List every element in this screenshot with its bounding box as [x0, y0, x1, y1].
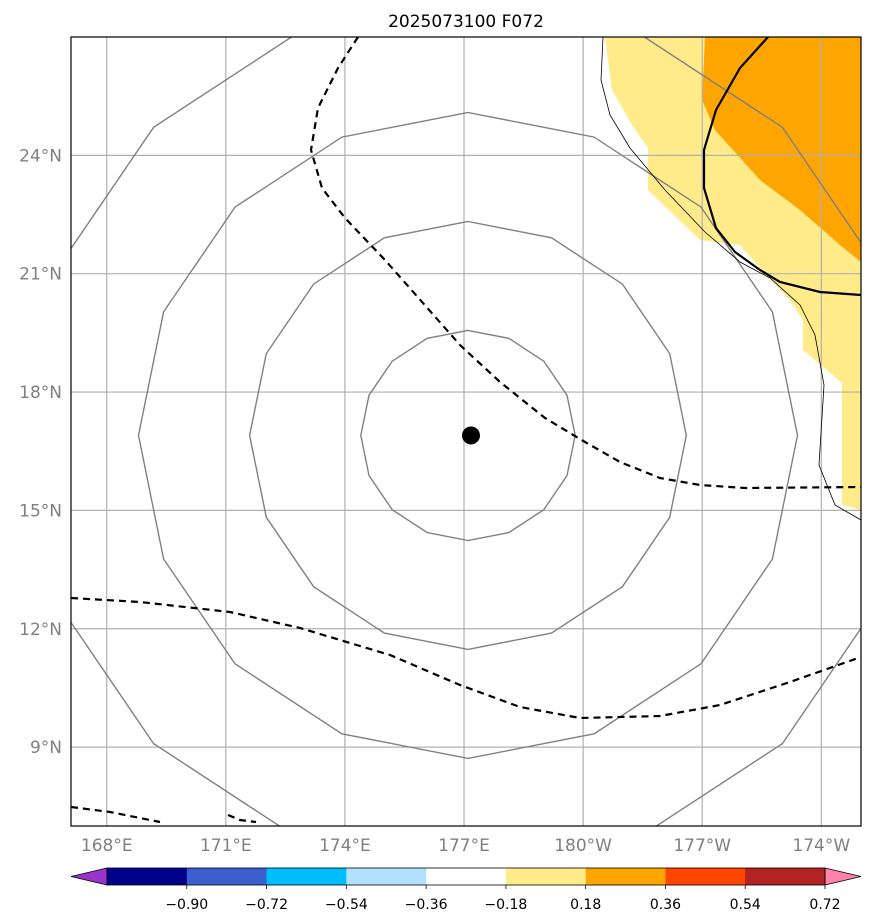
longitude-tick-label: 177°W — [673, 836, 731, 856]
range-ring — [360, 329, 576, 542]
storm-center-marker — [461, 426, 480, 445]
colorbar-segment — [107, 868, 188, 885]
colorbar-segment — [426, 868, 507, 885]
colorbar-segment — [745, 868, 826, 885]
longitude-tick-label: 168°E — [81, 836, 133, 856]
longitude-tick-label: 180°W — [554, 836, 612, 856]
longitude-tick-label: 171°E — [200, 836, 252, 856]
colorbar-segment — [266, 868, 347, 885]
latitude-tick-label: 21°N — [19, 265, 62, 285]
range-ring — [137, 111, 799, 760]
coastline-outline — [600, 37, 861, 521]
colorbar-segment — [665, 868, 746, 885]
colorbar-tick-label: −0.36 — [405, 897, 448, 913]
colorbar-extend-low — [70, 867, 108, 886]
range-rings — [71, 37, 861, 826]
map-title: 2025073100 F072 — [388, 12, 544, 32]
solid-contour — [702, 37, 861, 297]
colorbar-extend-high — [824, 867, 862, 886]
colorbar: −0.90 −0.72 −0.54 −0.36 −0.18 0.18 0.36 0.54 0.7… — [70, 867, 862, 913]
longitude-labels: 168°E 171°E 174°E 177°E 180°W 177°W 174°W — [81, 836, 850, 856]
dashed-contour-lower — [71, 596, 861, 720]
colorbar-tick-label: −0.72 — [245, 897, 288, 913]
dashed-contour-upper — [309, 37, 861, 490]
latitude-tick-label: 24°N — [19, 146, 62, 166]
colorbar-tick-label: −0.54 — [325, 897, 368, 913]
colorbar-tick-label: 0.54 — [730, 897, 761, 913]
colorbar-segment — [585, 868, 666, 885]
map-frame — [70, 36, 862, 827]
latitude-tick-label: 18°N — [19, 383, 62, 403]
colorbar-segment — [346, 868, 427, 885]
colorbar-tick-label: 0.72 — [809, 897, 840, 913]
map-area — [71, 37, 861, 826]
colorbar-segment — [505, 868, 587, 885]
longitude-tick-label: 174°W — [792, 836, 850, 856]
range-ring — [248, 220, 688, 651]
colorbar-tick-label: 0.18 — [570, 897, 601, 913]
longitude-tick-label: 174°E — [319, 836, 371, 856]
latitude-tick-label: 9°N — [30, 738, 62, 758]
graticule — [71, 37, 861, 826]
longitude-tick-label: 177°E — [438, 836, 490, 856]
colorbar-tick-label: 0.36 — [650, 897, 681, 913]
range-ring — [71, 37, 861, 826]
colorbar-outline — [106, 867, 826, 886]
dashed-contour-fragment — [227, 813, 257, 824]
dashed-contour-corner — [71, 805, 161, 824]
colorbar-tick-label: −0.18 — [484, 897, 527, 913]
latitude-tick-label: 15°N — [19, 501, 62, 521]
latitude-labels: 24°N 21°N 18°N 15°N 12°N 9°N — [19, 146, 62, 758]
colorbar-segment — [186, 868, 268, 885]
colorbar-tick-label: −0.90 — [165, 897, 208, 913]
latitude-tick-label: 12°N — [19, 620, 62, 640]
